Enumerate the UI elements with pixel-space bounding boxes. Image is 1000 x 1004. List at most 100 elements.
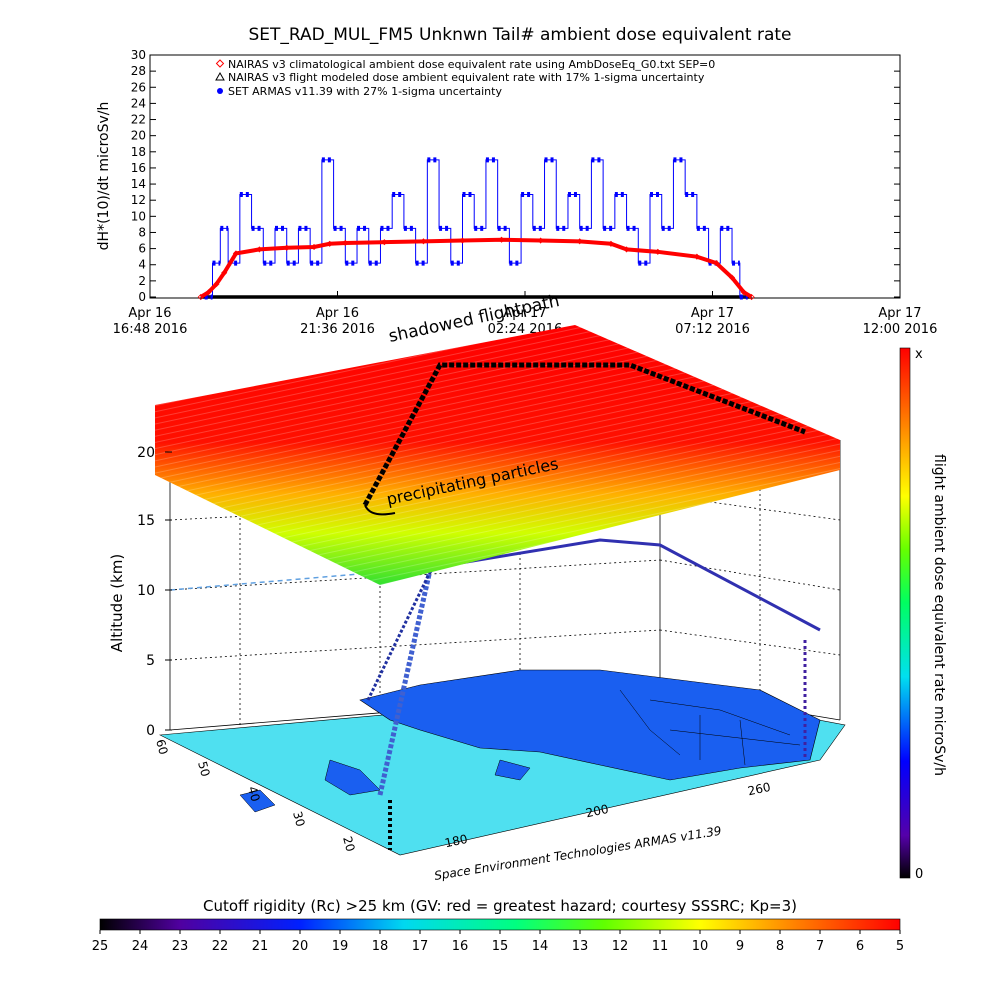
y-tick-label: 6 <box>138 242 146 256</box>
series-nairas-clim-point <box>205 289 212 296</box>
series-nairas-clim-point <box>537 237 544 244</box>
series-nairas-clim-point <box>713 260 720 267</box>
y-tick-label: 2 <box>138 274 146 288</box>
y-axis-label: dH*(10)/dt microSv/h <box>96 102 112 251</box>
legend-label-nairas-flight: NAIRAS v3 flight modeled dose ambient eq… <box>228 71 705 84</box>
colorbar-bottom-tick-label: 18 <box>372 939 389 954</box>
colorbar-bottom-tick-label: 8 <box>776 939 784 954</box>
x-tick-label-date: Apr 16 <box>316 306 359 321</box>
colorbar-bottom-tick-label: 11 <box>652 939 669 954</box>
landmass-islands <box>239 759 531 813</box>
dose-slab-texture <box>155 325 840 585</box>
colorbar-right: x 0 flight ambient dose equivalent rate … <box>899 347 947 882</box>
y-tick-label: 0 <box>138 290 146 304</box>
colorbar-bottom-ticks: 25 24 23 22 21 20 19 18 17 16 15 14 13 12 11 10 9 8 7 6 5 <box>92 930 904 954</box>
colorbar-bottom-tick-label: 25 <box>92 939 109 954</box>
colorbar-right-top: x <box>915 347 923 362</box>
continent-landmass <box>359 669 821 781</box>
colorbar-bottom-tick-label: 6 <box>856 939 864 954</box>
series-nairas-clim-point <box>213 281 220 288</box>
y-tick-label: 16 <box>131 161 146 175</box>
lat-axis-ticks: 60 50 40 30 20 <box>153 738 357 853</box>
series-nairas-clim-point <box>342 239 349 247</box>
flight-3d-panel: shadowed flightpath precipitating partic… <box>108 291 846 883</box>
series-nairas-clim-point <box>459 237 466 244</box>
y-tick-label: 22 <box>131 113 146 127</box>
y-tick-label: 12 <box>131 193 146 207</box>
series-nairas-clim-point <box>256 246 263 253</box>
y-tick-label: 14 <box>131 177 146 191</box>
flight-path-hook <box>364 504 396 516</box>
series-layer <box>197 157 755 301</box>
colorbar-bottom-tick-label: 23 <box>172 939 189 954</box>
colorbar-bottom-tick-label: 22 <box>212 939 229 954</box>
x-tick-label-time: 16:48 2016 <box>113 322 188 337</box>
x-tick-label-date: Apr 17 <box>691 306 734 321</box>
series-nairas-clim-point <box>381 239 388 246</box>
colorbar-bottom-tick-label: 12 <box>612 939 629 954</box>
legend-label-armas: SET ARMAS v11.39 with 27% 1-sigma uncert… <box>228 85 502 98</box>
lon-axis-ticks: 180 200 260 <box>444 780 772 850</box>
colorbar-bottom-tick-label: 20 <box>292 939 309 954</box>
x-tick-label-date: Apr 17 <box>503 306 546 321</box>
lon-tick-label: 200 <box>585 802 610 820</box>
series-nairas-clim-point <box>576 238 583 245</box>
series-nairas-clim-point <box>197 293 204 301</box>
z-axis-label: Altitude (km) <box>108 554 126 652</box>
z-tick-label: 15 <box>137 513 155 529</box>
lat-tick-label: 50 <box>195 760 212 778</box>
timeseries-chart: SET_RAD_MUL_FM5 Unknwn Tail# ambient dos… <box>96 25 937 337</box>
series-nairas-clim-point <box>221 269 228 276</box>
colorbar-bottom-tick-label: 15 <box>492 939 509 954</box>
y-tick-label: 24 <box>131 96 146 110</box>
colorbar-bottom-tick-label: 9 <box>736 939 744 954</box>
series-nairas-clim-line <box>199 237 753 299</box>
y-tick-label: 20 <box>131 129 146 143</box>
colorbar-bottom: Cutoff rigidity (Rc) >25 km (GV: red = g… <box>92 897 904 954</box>
x-tick-label-time: 12:00 2016 <box>863 322 938 337</box>
series-nairas-clim-point <box>232 250 240 257</box>
colorbar-bottom-tick-label: 19 <box>332 939 349 954</box>
z-axis-ticks: 0 5 10 15 20 <box>137 445 172 739</box>
colorbar-bottom-title: Cutoff rigidity (Rc) >25 km (GV: red = g… <box>203 897 797 915</box>
x-tick-label-time: 07:12 2016 <box>675 322 750 337</box>
dose-slab <box>155 325 840 585</box>
x-tick-label-time: 21:36 2016 <box>300 322 375 337</box>
colorbar-bottom-tick-label: 13 <box>572 939 589 954</box>
series-nairas-clim-point <box>728 274 736 281</box>
y-tick-label: 28 <box>131 64 146 78</box>
ground-map <box>158 669 846 856</box>
series-nairas-clim-point <box>326 240 333 247</box>
legend-marker-nairas-flight <box>215 71 225 81</box>
colorbar-right-label: flight ambient dose equivalent rate micr… <box>931 454 947 776</box>
y-tick-label: 18 <box>131 145 146 159</box>
y-tick-label: 10 <box>131 209 146 223</box>
lat-tick-label: 40 <box>245 785 262 803</box>
colorbar-right-bottom: 0 <box>915 867 923 882</box>
lon-tick-label: 180 <box>444 832 469 850</box>
series-nairas-clim-point <box>748 293 755 301</box>
lat-tick-label: 20 <box>340 835 357 853</box>
flight-path-upper <box>362 362 806 507</box>
legend-marker-armas <box>217 88 223 94</box>
y-tick-label: 30 <box>131 48 146 62</box>
colorbar-bottom-gradient <box>99 918 901 931</box>
y-tick-label: 4 <box>138 258 146 272</box>
legend-label-nairas-clim: NAIRAS v3 climatological ambient dose eq… <box>228 58 715 71</box>
colorbar-bottom-tick-label: 10 <box>692 939 709 954</box>
series-nairas-clim-point <box>607 240 615 247</box>
series-nairas-clim-point <box>310 243 318 251</box>
lon-tick-label: 260 <box>747 780 772 798</box>
z-tick-label: 20 <box>137 445 155 461</box>
series-armas-line <box>204 159 748 298</box>
x-tick-label-date: Apr 16 <box>128 306 171 321</box>
y-tick-label: 8 <box>138 225 146 239</box>
series-nairas-clim-point <box>420 238 427 245</box>
series-nairas-clim-point <box>283 244 290 251</box>
colorbar-right-gradient <box>899 347 911 879</box>
series-nairas-clim-point <box>693 253 700 260</box>
chart-title: SET_RAD_MUL_FM5 Unknwn Tail# ambient dos… <box>249 25 792 45</box>
